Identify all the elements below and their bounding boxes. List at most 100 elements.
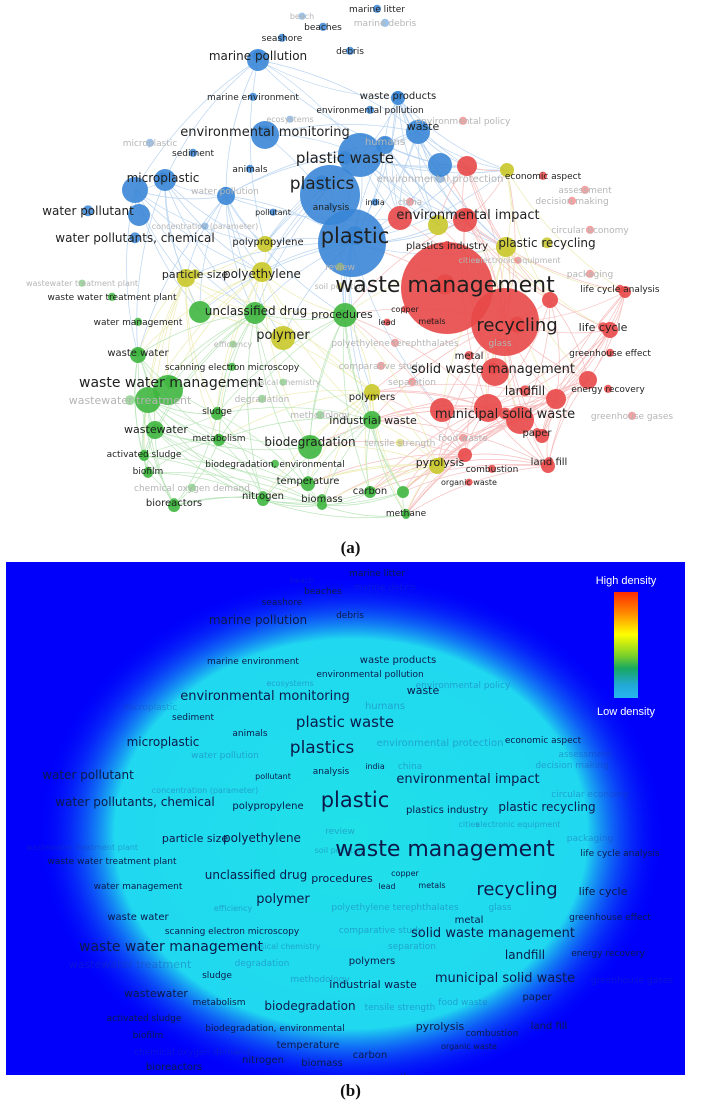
term-label: solid waste management <box>411 362 575 377</box>
term-label: food waste <box>438 434 488 444</box>
term-label: paper <box>522 992 552 1003</box>
term-label: plastic <box>321 224 390 248</box>
term-label: solid waste management <box>411 926 575 941</box>
term-label: land fill <box>531 457 568 468</box>
term-label: bioreactors <box>146 1062 202 1073</box>
network-node <box>471 288 539 356</box>
term-label: water management <box>94 318 183 328</box>
term-label: assessment <box>558 186 612 196</box>
density-hotspot <box>98 740 182 824</box>
term-label: cities <box>458 256 479 265</box>
term-label: comparative study <box>339 362 424 372</box>
term-label: methane <box>386 509 427 519</box>
term-label: greenhouse effect <box>569 913 651 923</box>
term-label: decision making <box>535 761 608 771</box>
term-label: industrial waste <box>329 414 417 427</box>
term-label: particle size <box>162 832 229 845</box>
term-label: scanning electron microscopy <box>165 927 300 937</box>
network-visualization-panel: marine litter beach beaches marine debris se… <box>0 0 701 530</box>
term-label: metals <box>418 317 445 326</box>
term-label: polypropylene <box>232 237 303 248</box>
term-label: ecosystems <box>266 115 313 124</box>
term-label: food waste <box>438 998 488 1008</box>
term-label: sediment <box>172 149 214 159</box>
density-hotspot <box>304 646 416 758</box>
term-label: waste water <box>107 348 169 359</box>
term-label: biodegradation <box>264 999 355 1013</box>
term-label: marine environment <box>207 657 299 667</box>
term-label: microplastic <box>123 703 178 713</box>
term-label: physical chemistry <box>245 378 320 387</box>
term-label: beach <box>290 576 314 585</box>
term-label: activated sludge <box>107 1014 182 1024</box>
network-node <box>428 153 452 177</box>
term-label: chemical oxygen demand <box>134 484 250 494</box>
term-label: environmental policy <box>416 681 511 691</box>
network-node <box>474 394 502 422</box>
term-label: glass <box>488 339 511 349</box>
term-label: plastic <box>321 788 390 812</box>
term-label: polyethylene <box>223 267 301 281</box>
term-label: beach <box>290 12 314 21</box>
term-label: debris <box>336 611 364 621</box>
term-label: waste water treatment plant <box>48 857 177 867</box>
term-label: glass <box>488 903 511 913</box>
term-label: waste water management <box>79 939 264 955</box>
term-label: plastic recycling <box>498 236 595 250</box>
network-node <box>128 204 150 226</box>
term-label: nitrogen <box>242 491 284 502</box>
network-node <box>338 133 382 177</box>
term-label: environmental policy <box>416 117 511 127</box>
term-label: marine environment <box>207 93 299 103</box>
legend-high-label: High density <box>595 575 657 587</box>
term-label: recycling <box>476 879 557 900</box>
term-label: metabolism <box>192 998 245 1008</box>
term-label: plastics industry <box>406 241 488 252</box>
term-label: wastewater <box>124 423 188 436</box>
term-label: water pollutants, chemical <box>55 231 214 245</box>
term-label: plastic recycling <box>498 800 595 814</box>
term-label: plastic waste <box>296 149 394 167</box>
term-label: life cycle analysis <box>580 849 659 859</box>
term-label: marine pollution <box>209 49 307 63</box>
term-label: unclassified drug <box>205 304 307 318</box>
term-label: biofilm <box>133 1031 164 1041</box>
term-label: industrial waste <box>329 978 417 991</box>
term-label: sludge <box>202 407 232 417</box>
term-label: polymer <box>256 328 310 343</box>
density-legend: High density Low density <box>582 575 670 718</box>
density-map: marine litter beach beaches marine debris se… <box>26 569 673 1075</box>
network-node <box>506 406 534 434</box>
term-label: review <box>325 827 355 837</box>
density-hotspot <box>274 986 386 1075</box>
term-label: procedures <box>311 308 373 321</box>
term-label: packaging <box>567 834 613 844</box>
term-label: life cycle <box>579 885 628 898</box>
term-label: polypropylene <box>232 801 303 812</box>
term-label: debris <box>336 47 364 57</box>
term-label: biomass <box>301 494 343 505</box>
density-hotspot <box>334 906 446 1018</box>
term-label: temperature <box>277 1040 340 1051</box>
term-label: marine pollution <box>209 613 307 627</box>
term-label: environmental monitoring <box>180 125 349 140</box>
density-hotspot <box>496 758 594 856</box>
term-label: circular economy <box>551 226 629 236</box>
term-label: biofilm <box>133 467 164 477</box>
term-label: copper <box>391 869 419 878</box>
network-node <box>317 500 327 510</box>
term-label: economic aspect <box>505 172 582 182</box>
network-node <box>430 398 454 422</box>
term-label: unclassified drug <box>205 868 307 882</box>
term-label: nitrogen <box>242 1055 284 1066</box>
term-label: animals <box>232 729 268 739</box>
term-label: land fill <box>531 1021 568 1032</box>
term-label: polymers <box>349 392 395 403</box>
density-hotspot <box>218 582 298 662</box>
term-label: separation <box>388 942 436 952</box>
term-label: concentration (parameter) <box>152 786 258 795</box>
term-label: separation <box>388 378 436 388</box>
term-label: landfill <box>505 384 545 398</box>
density-hotspot <box>199 806 311 918</box>
term-label: polymer <box>256 892 310 907</box>
